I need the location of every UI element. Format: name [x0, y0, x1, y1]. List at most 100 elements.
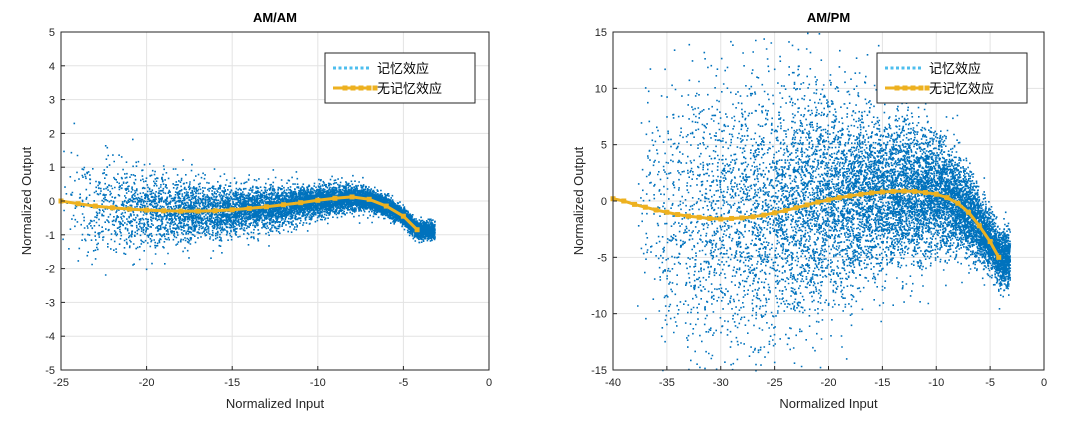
legend-label-no-memory-effect: 无记忆效应 [377, 81, 442, 97]
x-tick-label: 0 [486, 377, 492, 389]
y-tick-label: -4 [45, 331, 55, 343]
series-marker [246, 205, 252, 211]
y-tick-label: -5 [597, 252, 607, 264]
chart-title: AM/PM [807, 10, 850, 25]
y-tick-label: 0 [601, 196, 607, 208]
x-tick-label: -20 [139, 377, 155, 389]
series-marker [922, 190, 928, 196]
x-tick-label: -15 [224, 377, 240, 389]
series-marker [366, 196, 372, 202]
series-marker [955, 200, 961, 206]
scatter-points [62, 122, 436, 276]
y-tick-label: -1 [45, 230, 55, 242]
y-axis-label: Normalized Output [571, 146, 586, 255]
series-marker [772, 210, 778, 216]
series-marker [642, 204, 648, 210]
x-tick-label: -20 [821, 377, 837, 389]
chart-title: AM/AM [253, 10, 297, 25]
series-marker [178, 208, 184, 214]
series-marker [263, 204, 269, 210]
series-marker [750, 214, 756, 220]
y-tick-label: 10 [595, 83, 607, 95]
series-marker [126, 206, 132, 212]
series-marker [976, 223, 982, 229]
legend-marker [372, 85, 378, 91]
series-marker [349, 194, 355, 200]
am-am-chart: -25 -20 -15 -10 -5 0-5-4-3-2-1012345AM/AMNorm… [19, 10, 492, 411]
series-marker [315, 197, 321, 203]
y-tick-label: 4 [49, 61, 55, 73]
series-marker [696, 214, 702, 220]
legend-marker [358, 85, 364, 91]
am-pm-chart: -40 -35 -30 -25 -20 -15 -10 -5 0 -15 -10 -5 0 5 10 15 AM… [571, 10, 1047, 411]
series-marker [195, 208, 201, 214]
series-marker [761, 212, 767, 218]
series-marker [966, 209, 972, 215]
x-tick-label: 0 [1041, 377, 1047, 389]
y-tick-label: 1 [49, 162, 55, 174]
x-tick-label: -10 [310, 377, 326, 389]
y-tick-label: 5 [49, 27, 55, 39]
series-marker [212, 208, 218, 214]
series-marker [144, 207, 150, 213]
legend-marker [918, 85, 924, 91]
series-marker [229, 207, 235, 213]
series-marker [987, 239, 993, 245]
series-line [60, 195, 419, 231]
legend-box [876, 52, 1028, 104]
y-tick-label: -15 [591, 365, 607, 377]
y-tick-label: -10 [591, 309, 607, 321]
series-marker [890, 188, 896, 194]
series-marker [729, 215, 735, 221]
y-tick-label: -2 [45, 264, 55, 276]
series-marker [793, 205, 799, 211]
series-marker [707, 215, 713, 221]
x-tick-label: -10 [928, 377, 944, 389]
x-tick-label: -5 [985, 377, 995, 389]
legend-marker [902, 85, 908, 91]
series-marker [826, 197, 831, 203]
y-tick-label: 3 [49, 95, 55, 107]
y-tick-label: -3 [45, 297, 55, 309]
x-axis-label: Normalized Input [226, 396, 325, 411]
scatter-series [637, 32, 1012, 372]
x-tick-label: -5 [399, 377, 409, 389]
legend-marker [350, 85, 356, 91]
series-marker [847, 193, 853, 199]
series-marker [92, 203, 98, 209]
y-tick-label: 15 [595, 27, 607, 39]
y-axis-label: Normalized Output [19, 146, 34, 255]
series-marker [383, 203, 389, 209]
series-marker [912, 188, 918, 194]
series-marker [298, 200, 304, 206]
series-marker [933, 191, 939, 197]
x-tick-label: -15 [874, 377, 890, 389]
series-marker [281, 202, 287, 208]
legend-marker [366, 85, 372, 91]
legend-marker [342, 85, 348, 91]
series-marker [332, 195, 338, 201]
series-marker [75, 201, 81, 207]
series-marker [815, 199, 821, 205]
series-marker [621, 198, 627, 204]
legend-marker [894, 85, 900, 91]
series-marker [739, 215, 745, 221]
series-marker [632, 201, 638, 207]
legend-label-memory-effect: 记忆效应 [377, 61, 429, 77]
series-marker [869, 190, 875, 196]
legend-box [324, 52, 476, 104]
x-tick-label: -25 [767, 377, 783, 389]
series-marker [718, 216, 724, 222]
series-marker [836, 195, 842, 201]
legend-label-memory-effect: 记忆效应 [929, 61, 981, 77]
series-marker [161, 208, 167, 214]
series-marker [675, 212, 681, 218]
series-marker [653, 207, 659, 213]
x-axis-label: Normalized Input [779, 396, 878, 411]
series-marker [414, 227, 420, 233]
series-marker [901, 188, 907, 194]
tick-labels: -40 -35 -30 -25 -20 -15 -10 -5 0 -15 -10 -5 0 5 10 15 [591, 27, 1047, 389]
